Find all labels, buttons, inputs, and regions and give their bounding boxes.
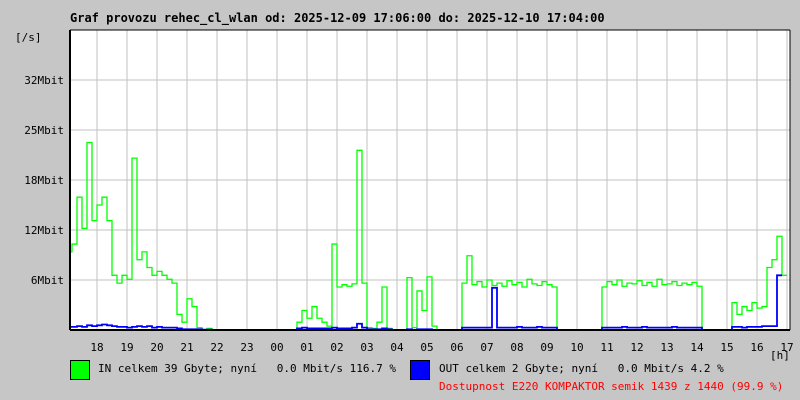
x-tick-label: 07 [480, 341, 493, 354]
x-tick-label: 15 [720, 341, 733, 354]
x-tick-label: 00 [270, 341, 283, 354]
legend-out-swatch [410, 360, 430, 380]
x-tick-label: 19 [120, 341, 133, 354]
legend-in-swatch [70, 360, 90, 380]
x-tick-label: 08 [510, 341, 523, 354]
y-tick-label: 32Mbit [24, 74, 64, 87]
x-tick-label: 22 [210, 341, 223, 354]
y-axis-unit: [/s] [15, 31, 42, 44]
legend-in-text: IN celkem 39 Gbyte; nyní 0.0 Mbit/s 116.… [98, 362, 397, 375]
x-tick-label: 10 [570, 341, 583, 354]
x-tick-label: 01 [300, 341, 313, 354]
x-tick-label: 02 [330, 341, 343, 354]
x-tick-label: 12 [630, 341, 643, 354]
chart-title: Graf provozu rehec_cl_wlan od: 2025-12-0… [70, 11, 605, 25]
availability-text: Dostupnost E220 KOMPAKTOR semik 1439 z 1… [439, 380, 784, 393]
x-tick-label: 20 [150, 341, 163, 354]
x-axis-unit: [h] [770, 349, 790, 362]
x-tick-label: 04 [390, 341, 404, 354]
x-tick-label: 06 [450, 341, 463, 354]
x-tick-label: 11 [600, 341, 613, 354]
x-tick-label: 14 [690, 341, 704, 354]
x-tick-label: 13 [660, 341, 673, 354]
x-tick-label: 16 [750, 341, 763, 354]
x-tick-label: 23 [240, 341, 253, 354]
series-in-line [70, 141, 787, 331]
x-tick-label: 09 [540, 341, 553, 354]
y-tick-label: 6Mbit [31, 274, 64, 287]
y-tick-label: 12Mbit [24, 224, 64, 237]
x-tick-label: 21 [180, 341, 193, 354]
x-tick-label: 18 [90, 341, 103, 354]
x-tick-label: 03 [360, 341, 373, 354]
y-tick-label: 18Mbit [24, 174, 64, 187]
x-tick-label: 05 [420, 341, 433, 354]
x-tick-label: 17 [780, 341, 793, 354]
y-tick-label: 25Mbit [24, 124, 64, 137]
legend-out-text: OUT celkem 2 Gbyte; nyní 0.0 Mbit/s 4.2 … [439, 362, 724, 375]
